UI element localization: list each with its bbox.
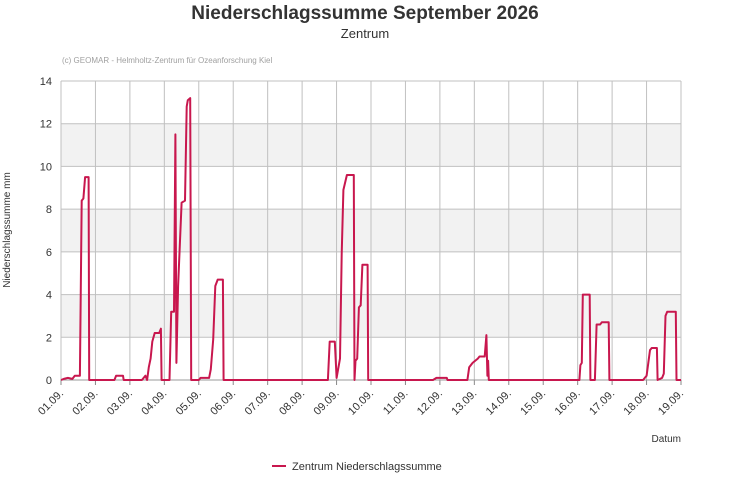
y-axis-label: Niederschlagssumme mm: [2, 172, 13, 288]
x-tick-label: 07.09.: [243, 388, 273, 418]
chart-title: Niederschlagssumme September 2026: [191, 3, 538, 24]
x-tick-label: 05.09.: [174, 388, 204, 418]
y-tick-label: 2: [46, 332, 52, 344]
y-tick-label: 12: [40, 119, 52, 131]
x-tick-label: 19.09.: [656, 388, 686, 418]
x-tick-label: 15.09.: [518, 388, 548, 418]
y-tick-label: 14: [40, 76, 52, 88]
x-axis-label: Datum: [652, 434, 681, 445]
x-tick-label: 18.09.: [622, 388, 652, 418]
series-line[interactable]: [60, 97, 681, 381]
x-tick-label: 04.09.: [139, 388, 169, 418]
legend-item-label[interactable]: Zentrum Niederschlagssumme: [292, 461, 442, 473]
legend[interactable]: Zentrum Niederschlagssumme: [272, 461, 442, 473]
x-tick-label: 16.09.: [553, 388, 583, 418]
chart-credit: (c) GEOMAR - Helmholtz-Zentrum für Ozean…: [62, 56, 273, 65]
series-layer: [60, 97, 681, 381]
x-tick-label: 17.09.: [587, 388, 617, 418]
x-tick-label: 14.09.: [484, 388, 514, 418]
y-tick-label: 8: [46, 204, 52, 216]
x-tick-label: 01.09.: [36, 388, 66, 418]
x-tick-label: 02.09.: [70, 388, 100, 418]
x-tick-label: 10.09.: [346, 388, 376, 418]
x-tick-label: 11.09.: [381, 388, 411, 418]
y-tick-label: 10: [40, 161, 52, 173]
x-tick-label: 12.09.: [415, 388, 445, 418]
y-axis-tick-labels: 0 2 4 6 8 10 12 14: [40, 76, 52, 387]
x-tick-label: 09.09.: [312, 388, 342, 418]
chart-subtitle: Zentrum: [341, 26, 389, 41]
y-tick-label: 6: [46, 247, 52, 259]
y-tick-label: 4: [46, 290, 52, 302]
y-tick-label: 0: [46, 375, 52, 387]
x-tick-label: 13.09.: [449, 388, 479, 418]
x-tick-label: 06.09.: [208, 388, 238, 418]
grid-lines: [60, 80, 682, 385]
x-tick-label: 08.09.: [277, 388, 307, 418]
x-tick-label: 03.09.: [105, 388, 135, 418]
x-axis-tick-labels: 01.09. 02.09. 03.09. 04.09. 05.09. 06.09. 07.0…: [36, 388, 686, 418]
